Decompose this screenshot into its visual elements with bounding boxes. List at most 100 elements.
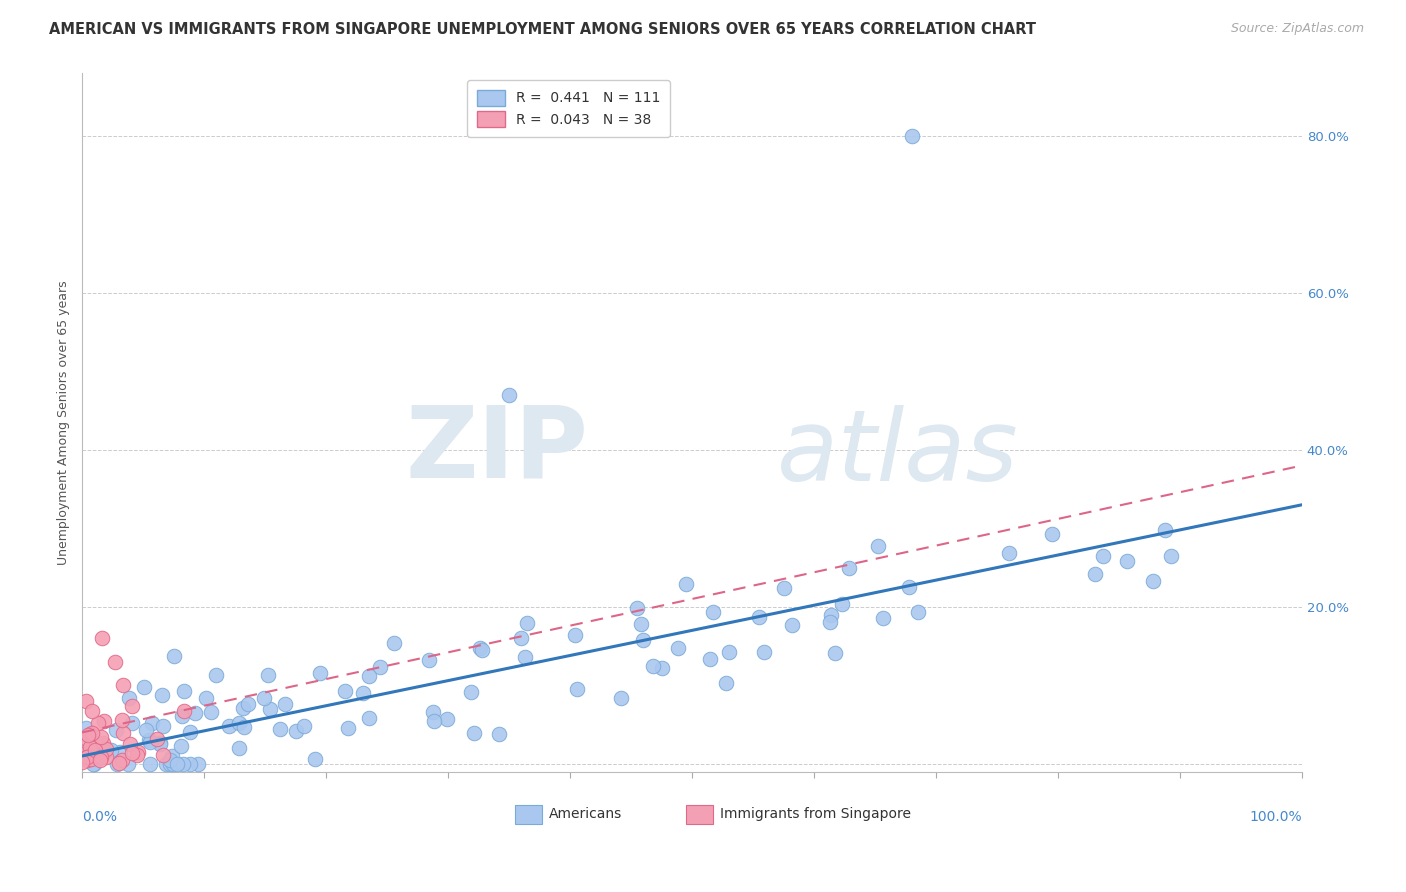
Point bbox=[335, 684, 357, 698]
Point bbox=[90, 730, 112, 744]
Point bbox=[418, 653, 440, 667]
Point bbox=[838, 560, 860, 574]
Point bbox=[112, 726, 135, 740]
Point bbox=[75, 694, 97, 708]
Point bbox=[118, 737, 141, 751]
Point bbox=[1160, 549, 1182, 563]
Point bbox=[83, 756, 105, 771]
Point bbox=[1154, 523, 1177, 537]
Point bbox=[274, 697, 297, 711]
Point bbox=[831, 598, 853, 612]
Point bbox=[91, 736, 114, 750]
Point bbox=[651, 660, 673, 674]
Point bbox=[76, 749, 98, 764]
Point bbox=[110, 745, 132, 759]
Point bbox=[824, 647, 846, 661]
Point bbox=[702, 605, 724, 619]
Point bbox=[232, 720, 254, 734]
Point bbox=[516, 615, 538, 630]
Point bbox=[357, 711, 380, 725]
Point bbox=[259, 701, 281, 715]
Point bbox=[238, 697, 260, 711]
Point bbox=[370, 660, 392, 674]
Point bbox=[488, 727, 510, 741]
Point bbox=[820, 607, 842, 622]
Point bbox=[471, 643, 494, 657]
Point bbox=[160, 749, 183, 764]
Point bbox=[436, 712, 458, 726]
Point bbox=[898, 580, 921, 594]
Point bbox=[80, 705, 103, 719]
Point bbox=[132, 680, 155, 694]
Point bbox=[141, 715, 163, 730]
Point bbox=[166, 756, 188, 771]
Point bbox=[121, 747, 143, 761]
Point bbox=[352, 686, 374, 700]
Point bbox=[337, 721, 360, 735]
Text: ZIP: ZIP bbox=[405, 401, 588, 499]
Text: Source: ZipAtlas.com: Source: ZipAtlas.com bbox=[1230, 22, 1364, 36]
Point bbox=[121, 699, 143, 714]
Point bbox=[498, 388, 520, 402]
Point bbox=[139, 756, 162, 771]
Point bbox=[149, 737, 172, 751]
Point bbox=[135, 723, 157, 737]
Point bbox=[1084, 566, 1107, 581]
Point bbox=[666, 640, 689, 655]
Point bbox=[292, 719, 315, 733]
Point bbox=[714, 676, 737, 690]
Point bbox=[179, 756, 201, 771]
Point bbox=[565, 682, 588, 697]
Point bbox=[112, 678, 135, 692]
Point bbox=[463, 726, 485, 740]
Point bbox=[162, 756, 184, 771]
Point bbox=[104, 655, 127, 669]
Point bbox=[460, 685, 482, 699]
Point bbox=[170, 709, 193, 723]
Point bbox=[510, 631, 533, 645]
Point bbox=[91, 743, 114, 757]
Point bbox=[257, 668, 280, 682]
Point bbox=[111, 714, 134, 728]
Point bbox=[76, 753, 98, 767]
Text: Americans: Americans bbox=[550, 806, 623, 821]
Point bbox=[626, 601, 648, 615]
Point bbox=[152, 718, 174, 732]
Point bbox=[820, 615, 842, 629]
Point bbox=[1115, 554, 1137, 568]
Point bbox=[84, 742, 107, 756]
Point bbox=[150, 688, 173, 702]
Point bbox=[121, 715, 143, 730]
Point bbox=[80, 747, 103, 762]
Point bbox=[631, 632, 654, 647]
Text: 0.0%: 0.0% bbox=[82, 810, 117, 824]
Point bbox=[304, 752, 326, 766]
Point bbox=[384, 636, 406, 650]
Point bbox=[515, 649, 537, 664]
Point bbox=[1040, 527, 1063, 541]
Point bbox=[699, 652, 721, 666]
Point bbox=[773, 581, 796, 595]
Point bbox=[125, 747, 148, 762]
Point bbox=[866, 539, 889, 553]
Point bbox=[309, 665, 332, 680]
Point bbox=[159, 756, 181, 771]
Point bbox=[184, 706, 207, 720]
Point bbox=[228, 741, 250, 756]
Point bbox=[107, 756, 129, 771]
Point bbox=[94, 750, 117, 764]
Point bbox=[82, 743, 104, 757]
Point bbox=[75, 722, 97, 736]
Point bbox=[80, 725, 103, 739]
Point bbox=[717, 645, 740, 659]
Point bbox=[105, 756, 128, 771]
Point bbox=[1091, 549, 1114, 563]
Point bbox=[564, 628, 586, 642]
Point bbox=[357, 669, 380, 683]
Point bbox=[269, 723, 291, 737]
Point bbox=[138, 732, 160, 747]
Point bbox=[173, 704, 195, 718]
Point bbox=[79, 740, 101, 755]
Point bbox=[907, 605, 929, 619]
Point bbox=[172, 756, 194, 771]
